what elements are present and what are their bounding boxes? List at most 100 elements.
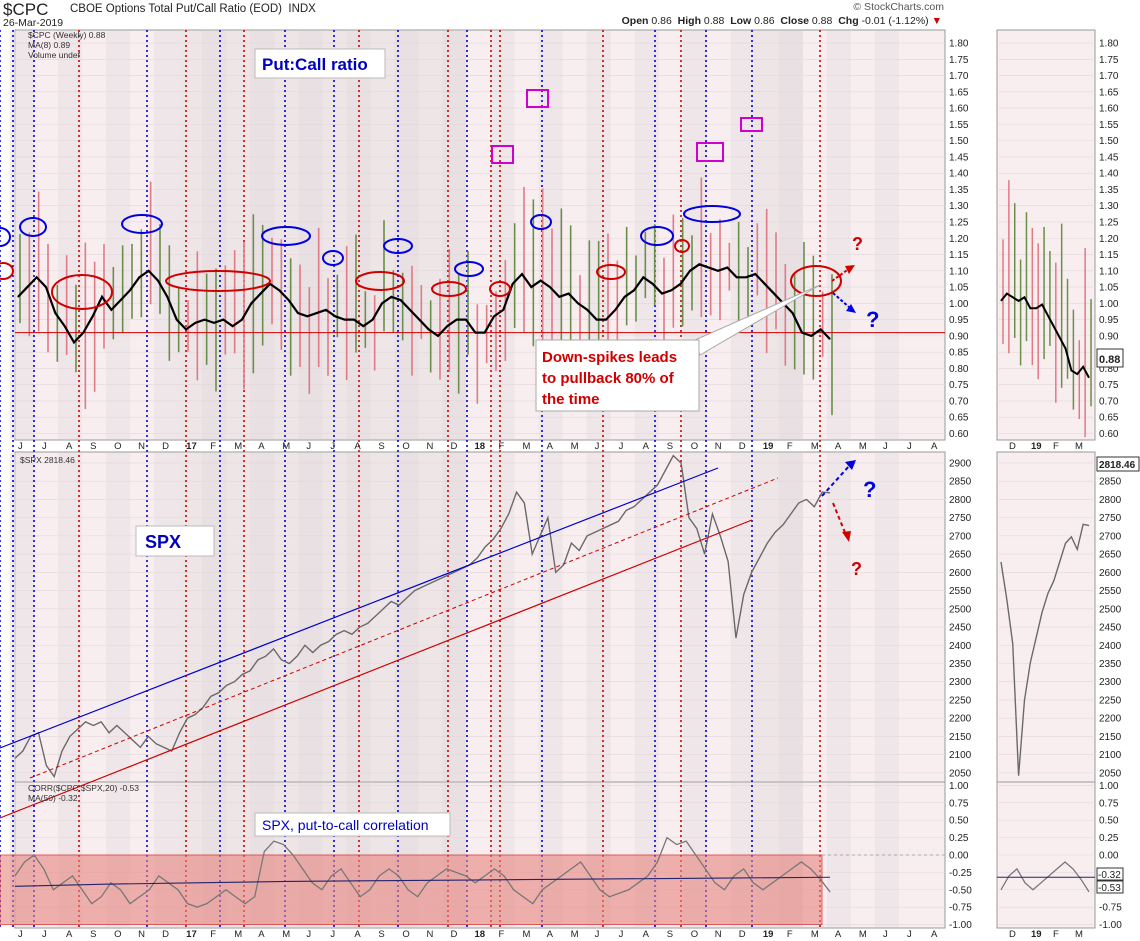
ma-point [222, 319, 224, 321]
exchange-label: INDX [288, 3, 316, 15]
callout-box [535, 339, 700, 412]
spx-point [476, 557, 478, 559]
chg-value: -0.01 (-1.12%) [861, 15, 929, 27]
blue-peak-ellipse [19, 217, 47, 237]
blue-peak-ellipse [121, 214, 163, 234]
y-tick-label: 0.85 [949, 348, 969, 359]
x-tick-label: J [18, 441, 23, 452]
x-tick-label: A [643, 441, 650, 452]
inset-y-tick-label: 2650 [1099, 550, 1122, 561]
corr-point [599, 889, 601, 891]
y-tick-label: -1.00 [949, 920, 972, 931]
inset-y-tick-label: 1.80 [1099, 39, 1119, 50]
ma-point [185, 328, 187, 330]
spx-point [179, 732, 180, 734]
ma-point [250, 302, 252, 304]
spx-point [523, 502, 525, 504]
month-shade [826, 31, 851, 439]
corr-box [1096, 880, 1124, 894]
ma-point [129, 289, 131, 291]
corr-point [589, 875, 591, 877]
callout-line: the time [542, 391, 600, 408]
chg-label: Chg [838, 15, 859, 27]
month-shade [682, 453, 707, 781]
spx-point [61, 750, 63, 752]
spx-point [139, 746, 141, 748]
y-tick-label: 2650 [949, 550, 972, 561]
spx-point [821, 491, 823, 493]
y-tick-label: 0.70 [949, 396, 969, 407]
spx-point [249, 670, 251, 672]
ma-point [409, 309, 411, 311]
x-tick-label: F [787, 929, 793, 940]
month-shade [586, 453, 611, 781]
ma-point [428, 328, 430, 330]
legend-entry: CORR($CPC,$SPX,20) -0.53 [28, 783, 139, 793]
corr-ma-line [14, 876, 831, 887]
ma-point [213, 322, 215, 324]
ma-point [73, 341, 75, 343]
y-tick-label: 2150 [949, 732, 972, 743]
spx-point [288, 663, 290, 664]
x-tick-label: S [378, 441, 384, 452]
ma-point [297, 312, 299, 314]
corr-point [273, 840, 275, 842]
spx-point [335, 633, 337, 635]
spx-point [696, 528, 698, 529]
x-tick-label: F [210, 929, 216, 940]
spx-point [69, 736, 71, 737]
corr-point [704, 868, 706, 870]
inset-bg-put_call [996, 29, 1096, 441]
inset-y-tick-label: 0.25 [1099, 833, 1119, 844]
corr-point [484, 875, 486, 877]
inset-y-tick-label: 0.65 [1099, 413, 1119, 424]
inset-y-tick-label: 1.10 [1099, 266, 1119, 277]
ma-point [120, 299, 122, 301]
corr-point [235, 896, 236, 898]
corr-point [407, 889, 409, 891]
month-shade [442, 31, 467, 439]
x-tick-label: A [931, 929, 938, 940]
open-value: 0.86 [651, 15, 672, 27]
spx-point [570, 542, 572, 544]
ma-point [624, 296, 626, 298]
corr-point [657, 861, 658, 863]
y-tick-label: 1.00 [949, 299, 969, 310]
corr-point [551, 882, 553, 884]
ma-point [792, 312, 794, 314]
spx-point [688, 517, 690, 519]
ma-point [661, 293, 663, 295]
spx-point [727, 560, 729, 562]
month-shade [778, 453, 803, 781]
spx-point [92, 725, 94, 726]
x-tick-label: J [330, 441, 335, 452]
red-arrow [831, 267, 851, 282]
corr-point [781, 875, 783, 877]
x-tick-label: 18 [475, 441, 486, 452]
spx-point [610, 524, 611, 526]
symbol-name: CBOE Options Total Put/Call Ratio (EOD) … [70, 3, 316, 15]
ma-point [418, 319, 420, 321]
high-label: High [677, 15, 701, 27]
x-tick-label: J [330, 929, 335, 940]
spx-point [782, 524, 784, 526]
x-tick-label: J [907, 929, 912, 940]
month-shade [154, 453, 179, 781]
corr-point [225, 889, 227, 891]
inset-y-tick-label: 1.75 [1099, 55, 1119, 66]
red-trough-ellipse [355, 271, 405, 291]
red-trough-ellipse [489, 281, 511, 297]
ma-point [680, 283, 682, 285]
y-tick-label: 2550 [949, 586, 972, 597]
spx-point [759, 557, 760, 559]
ma-point [670, 289, 672, 291]
ma-point [54, 312, 56, 314]
y-tick-label: 1.60 [949, 104, 969, 115]
corr-point [618, 892, 620, 894]
x-tick-label: D [450, 929, 457, 940]
y-tick-label: 1.40 [949, 169, 969, 180]
inset-corr-line [1000, 861, 1090, 893]
corr-point [398, 875, 399, 877]
spx-point [672, 455, 674, 457]
y-tick-label: 2450 [949, 623, 972, 634]
